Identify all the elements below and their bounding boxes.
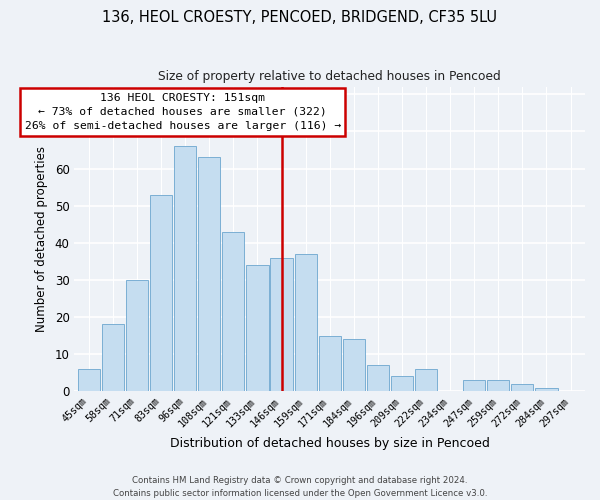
Bar: [150, 194, 172, 392]
Bar: [415, 369, 437, 392]
Bar: [126, 280, 148, 392]
Bar: [367, 366, 389, 392]
Bar: [102, 324, 124, 392]
Bar: [247, 265, 269, 392]
Bar: [319, 336, 341, 392]
Bar: [535, 388, 557, 392]
Text: 136, HEOL CROESTY, PENCOED, BRIDGEND, CF35 5LU: 136, HEOL CROESTY, PENCOED, BRIDGEND, CF…: [103, 10, 497, 25]
Text: 136 HEOL CROESTY: 151sqm
← 73% of detached houses are smaller (322)
26% of semi-: 136 HEOL CROESTY: 151sqm ← 73% of detach…: [25, 92, 341, 132]
Bar: [511, 384, 533, 392]
X-axis label: Distribution of detached houses by size in Pencoed: Distribution of detached houses by size …: [170, 437, 490, 450]
Bar: [198, 158, 220, 392]
Bar: [391, 376, 413, 392]
Y-axis label: Number of detached properties: Number of detached properties: [35, 146, 48, 332]
Bar: [174, 146, 196, 392]
Bar: [78, 369, 100, 392]
Text: Contains HM Land Registry data © Crown copyright and database right 2024.
Contai: Contains HM Land Registry data © Crown c…: [113, 476, 487, 498]
Bar: [271, 258, 293, 392]
Bar: [343, 340, 365, 392]
Bar: [463, 380, 485, 392]
Bar: [487, 380, 509, 392]
Bar: [295, 254, 317, 392]
Bar: [222, 232, 244, 392]
Title: Size of property relative to detached houses in Pencoed: Size of property relative to detached ho…: [158, 70, 501, 83]
